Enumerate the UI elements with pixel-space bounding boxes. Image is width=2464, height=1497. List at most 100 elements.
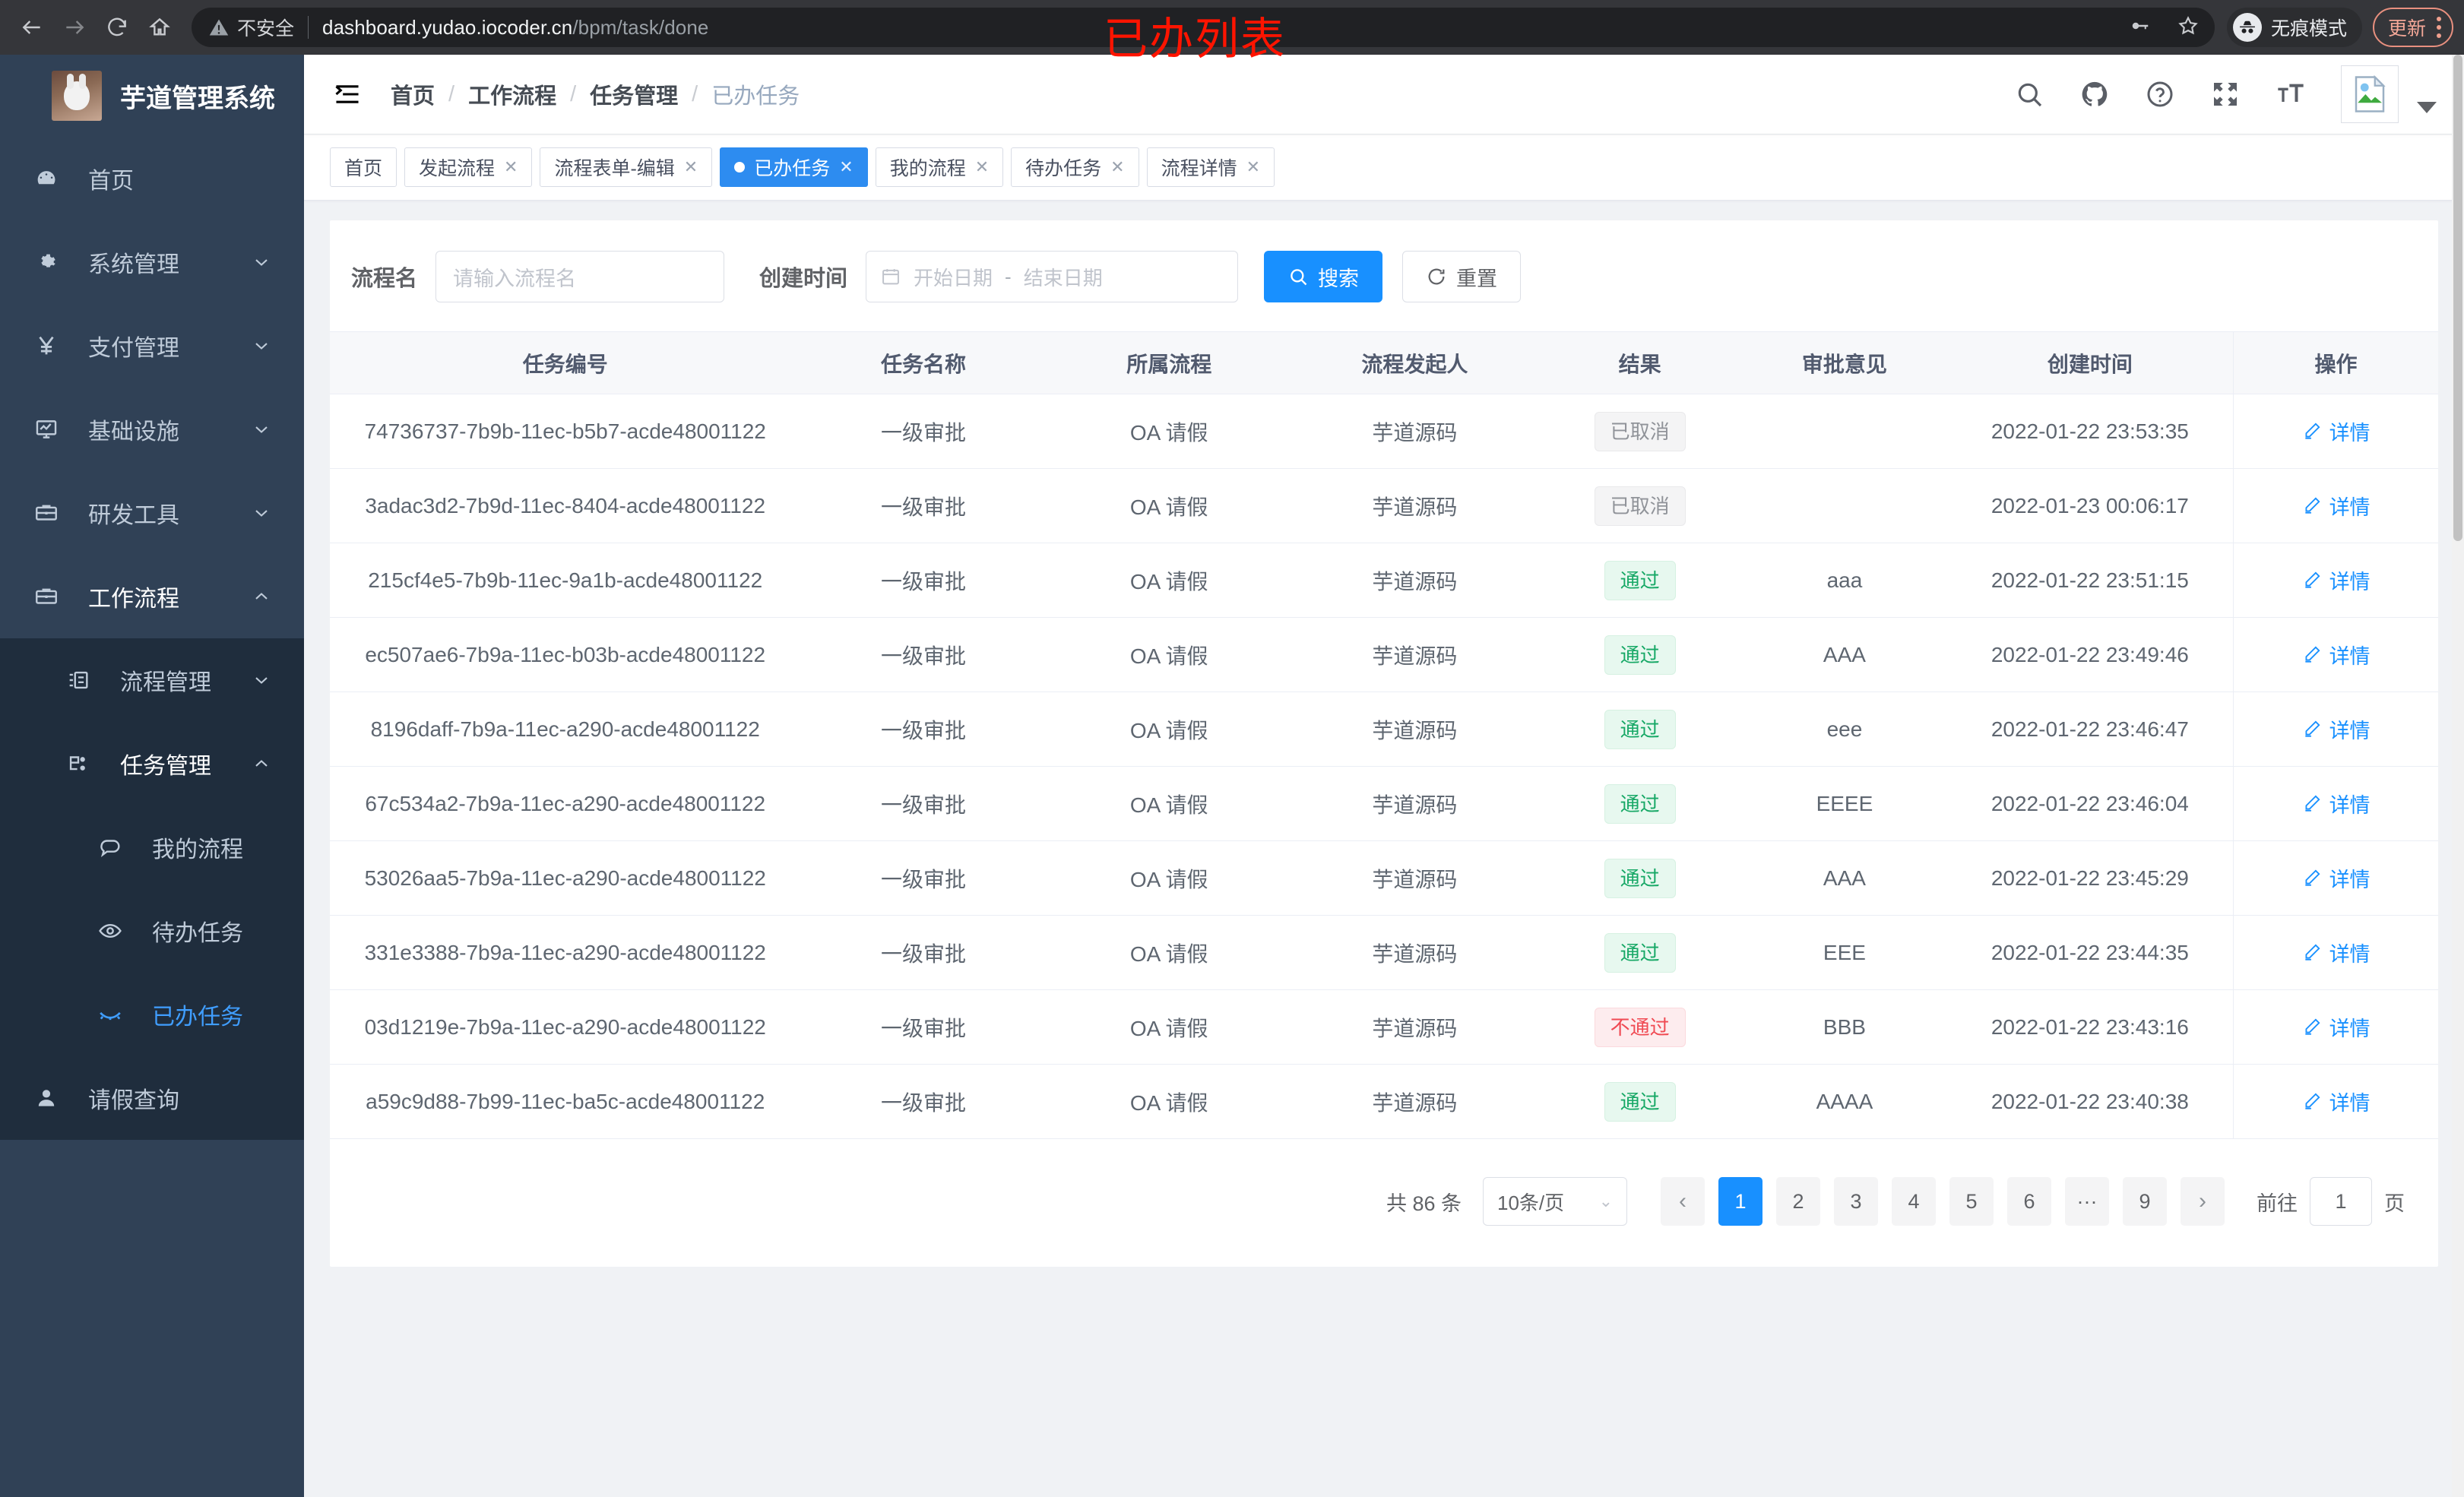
cell-task-name: 一级审批	[800, 840, 1047, 916]
update-button[interactable]: 更新	[2372, 8, 2453, 47]
address-bar[interactable]: 不安全 dashboard.yudao.iocoder.cn/bpm/task/…	[192, 8, 2215, 47]
sidebar-item-process-manage[interactable]: 流程管理	[0, 638, 304, 722]
key-icon[interactable]	[2128, 14, 2151, 41]
breadcrumb-item-2[interactable]: 任务管理	[590, 84, 679, 109]
sidebar-item-devtools[interactable]: 研发工具	[0, 471, 304, 555]
tab-process-form-edit[interactable]: 流程表单-编辑 ✕	[540, 147, 713, 187]
star-icon[interactable]	[2177, 14, 2200, 41]
status-badge: 已取消	[1594, 411, 1686, 451]
search-button[interactable]: 搜索	[1264, 251, 1383, 302]
tabs-bar: 首页 发起流程 ✕ 流程表单-编辑 ✕ 已办任务 ✕ 我的流程 ✕ 待办任务 ✕	[304, 134, 2464, 201]
sidebar-item-home[interactable]: 首页	[0, 137, 304, 220]
jump-page-input[interactable]: 1	[2310, 1177, 2372, 1226]
search-icon[interactable]	[2014, 79, 2044, 109]
next-page-button[interactable]: ›	[2181, 1177, 2225, 1226]
help-icon[interactable]	[2145, 79, 2175, 109]
cell-process: OA 请假	[1046, 617, 1292, 692]
sidebar-item-system[interactable]: 系统管理	[0, 220, 304, 304]
brand[interactable]: 芋道管理系统	[0, 55, 304, 137]
table-head: 任务编号 任务名称 所属流程 流程发起人 结果 审批意见 创建时间 操作	[330, 331, 2438, 394]
sidebar-item-infrastructure[interactable]: 基础设施	[0, 388, 304, 471]
cell-task-id: 67c534a2-7b9a-11ec-a290-acde48001122	[330, 766, 801, 841]
close-icon[interactable]: ✕	[974, 157, 990, 176]
status-badge: 通过	[1604, 783, 1676, 824]
avatar[interactable]	[2341, 65, 2399, 123]
detail-label: 详情	[2329, 421, 2371, 445]
page-button-1[interactable]: 1	[1718, 1177, 1762, 1226]
breadcrumb-item-1[interactable]: 工作流程	[468, 84, 557, 109]
tab-done-task[interactable]: 已办任务 ✕	[720, 147, 868, 187]
caret-down-icon[interactable]	[2417, 101, 2437, 113]
incognito-indicator[interactable]: 无痕模式	[2226, 8, 2362, 47]
sidebar-item-my-process[interactable]: 我的流程	[0, 805, 304, 889]
detail-button[interactable]: 详情	[2302, 416, 2371, 446]
home-button[interactable]	[138, 6, 181, 49]
close-icon[interactable]: ✕	[683, 157, 698, 176]
cell-task-id: ec507ae6-7b9a-11ec-b03b-acde48001122	[330, 617, 801, 692]
page-button-5[interactable]: 5	[1949, 1177, 1994, 1226]
reload-button[interactable]	[96, 6, 138, 49]
close-icon[interactable]: ✕	[1110, 157, 1125, 176]
create-time-daterange[interactable]: 开始日期 - 结束日期	[866, 251, 1239, 302]
tab-todo-task[interactable]: 待办任务 ✕	[1011, 147, 1139, 187]
breadcrumb-item-0[interactable]: 首页	[391, 84, 435, 109]
status-badge: 不通过	[1594, 1007, 1686, 1047]
font-size-icon[interactable]	[2276, 79, 2306, 109]
close-icon[interactable]: ✕	[504, 157, 518, 176]
detail-button[interactable]: 详情	[2302, 565, 2371, 595]
reset-button[interactable]: 重置	[1402, 251, 1522, 302]
detail-button[interactable]: 详情	[2302, 491, 2371, 521]
tab-my-process[interactable]: 我的流程 ✕	[875, 147, 1004, 187]
sidebar-item-task-manage[interactable]: 任务管理	[0, 722, 304, 805]
page-button-2[interactable]: 2	[1776, 1177, 1820, 1226]
cell-task-name: 一级审批	[800, 915, 1047, 990]
process-name-input[interactable]: 请输入流程名	[435, 251, 725, 302]
detail-button[interactable]: 详情	[2302, 938, 2371, 967]
scrollbar-thumb[interactable]	[2453, 55, 2462, 541]
sidebar-item-payment[interactable]: 支付管理	[0, 304, 304, 388]
page-button-6[interactable]: 6	[2007, 1177, 2051, 1226]
fullscreen-icon[interactable]	[2210, 79, 2241, 109]
breadcrumb-separator: /	[448, 81, 455, 106]
sidebar-item-workflow[interactable]: 工作流程	[0, 555, 304, 638]
detail-button[interactable]: 详情	[2302, 863, 2371, 893]
forward-button[interactable]	[53, 6, 96, 49]
tab-start-process[interactable]: 发起流程 ✕	[404, 147, 533, 187]
github-icon[interactable]	[2079, 79, 2110, 109]
jump-prefix-label: 前往	[2257, 1192, 2298, 1215]
cell-opinion: EEEE	[1742, 766, 1947, 841]
hamburger-icon[interactable]	[333, 81, 363, 107]
back-button[interactable]	[11, 6, 53, 49]
cell-create-time: 2022-01-22 23:46:04	[1946, 766, 2234, 841]
briefcase-icon	[33, 500, 74, 526]
page-button-4[interactable]: 4	[1892, 1177, 1936, 1226]
detail-button[interactable]: 详情	[2302, 789, 2371, 818]
page-scrollbar[interactable]	[2452, 55, 2464, 1497]
cell-initiator: 芋道源码	[1291, 1064, 1538, 1139]
url-text: dashboard.yudao.iocoder.cn/bpm/task/done	[322, 16, 708, 40]
col-header-initiator: 流程发起人	[1291, 331, 1538, 394]
tab-process-detail[interactable]: 流程详情 ✕	[1146, 147, 1275, 187]
tab-label: 流程详情	[1161, 158, 1237, 179]
task-icon	[65, 751, 106, 777]
close-icon[interactable]: ✕	[1246, 157, 1261, 176]
kebab-menu-icon[interactable]	[2437, 17, 2441, 38]
breadcrumb-item-3: 已办任务	[711, 84, 800, 109]
page-size-select[interactable]: 10条/页 ⌄	[1483, 1177, 1627, 1226]
sidebar-item-done-task[interactable]: 已办任务	[0, 973, 304, 1056]
detail-button[interactable]: 详情	[2302, 1087, 2371, 1116]
prev-page-button[interactable]: ‹	[1661, 1177, 1705, 1226]
detail-button[interactable]: 详情	[2302, 1012, 2371, 1042]
tab-home[interactable]: 首页	[330, 147, 397, 187]
sidebar-item-leave-query[interactable]: 请假查询	[0, 1056, 304, 1140]
detail-button[interactable]: 详情	[2302, 714, 2371, 744]
page-button-9[interactable]: 9	[2123, 1177, 2167, 1226]
tab-label: 流程表单-编辑	[554, 158, 675, 179]
table-row: a59c9d88-7b99-11ec-ba5c-acde48001122 一级审批…	[330, 1064, 2438, 1139]
page-ellipsis[interactable]: ···	[2065, 1177, 2109, 1226]
cell-opinion: EEE	[1742, 915, 1947, 990]
close-icon[interactable]: ✕	[839, 157, 854, 176]
detail-button[interactable]: 详情	[2302, 640, 2371, 669]
sidebar-item-todo-task[interactable]: 待办任务	[0, 889, 304, 973]
page-button-3[interactable]: 3	[1834, 1177, 1878, 1226]
